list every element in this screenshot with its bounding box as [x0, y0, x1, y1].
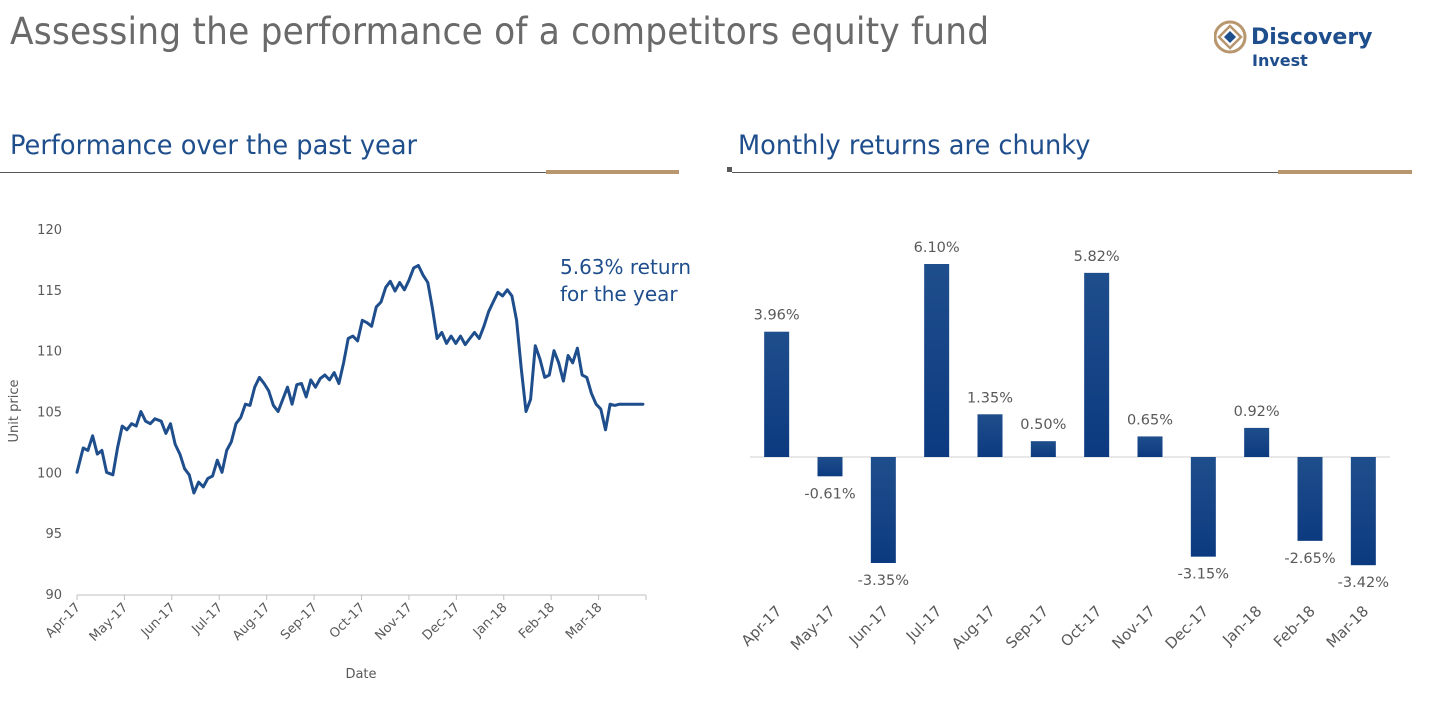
return-bar — [870, 457, 896, 563]
category-label: Nov-17 — [1108, 602, 1158, 652]
diamond-logo-icon — [1214, 20, 1247, 54]
category-label: Jul-17 — [902, 602, 946, 646]
return-annotation: for the year — [560, 282, 678, 306]
bar-data-label: 1.35% — [967, 390, 1013, 406]
bar-data-label: 6.10% — [914, 240, 960, 256]
y-tick-label: 115 — [37, 284, 62, 299]
category-label: Jan-18 — [1218, 602, 1265, 649]
bar-data-label: -0.61% — [804, 486, 855, 502]
right-divider-line — [732, 172, 1278, 173]
return-bar — [1350, 457, 1376, 566]
discovery-invest-logo: Discovery Invest — [1214, 20, 1384, 72]
bar-data-label: -3.15% — [1178, 567, 1229, 583]
bar-data-label: -2.65% — [1284, 551, 1335, 567]
return-bar — [977, 414, 1003, 457]
right-panel-title: Monthly returns are chunky — [738, 130, 1091, 161]
right-accent-bar — [1278, 170, 1412, 174]
return-bar — [1244, 427, 1270, 457]
bar-data-label: 5.82% — [1074, 249, 1120, 265]
category-label: May-17 — [787, 602, 839, 654]
bar-data-label: 0.92% — [1234, 404, 1280, 420]
left-divider-line — [0, 172, 546, 173]
return-bar — [1030, 441, 1056, 457]
category-label: Feb-18 — [1270, 602, 1319, 651]
return-annotation: 5.63% return — [560, 255, 691, 279]
y-tick-label: 90 — [45, 588, 62, 603]
category-label: Dec-17 — [1162, 602, 1213, 653]
x-axis-label: Date — [345, 667, 376, 682]
right-bullet-marker — [727, 167, 732, 172]
page-title: Assessing the performance of a competito… — [10, 10, 990, 53]
return-bar — [817, 457, 843, 477]
logo-subtitle: Invest — [1252, 51, 1308, 70]
return-bar — [1190, 457, 1216, 557]
y-tick-label: 95 — [45, 527, 62, 542]
left-panel-title: Performance over the past year — [10, 130, 418, 161]
y-axis-label: Unit price — [7, 380, 22, 443]
return-bar — [764, 331, 790, 457]
bar-data-label: -3.42% — [1338, 575, 1389, 591]
category-label: Jun-17 — [845, 602, 892, 649]
category-label: Oct-17 — [1057, 602, 1105, 650]
category-label: Mar-18 — [1323, 602, 1372, 651]
return-bar — [1297, 457, 1323, 541]
category-label: Sep-17 — [1002, 602, 1052, 652]
bar-data-label: 0.65% — [1127, 412, 1173, 428]
bar-data-label: -3.35% — [858, 573, 909, 589]
bar-data-label: 0.50% — [1020, 417, 1066, 433]
y-tick-label: 120 — [37, 223, 62, 238]
category-label: Apr-17 — [738, 602, 786, 650]
return-bar — [924, 264, 950, 457]
unit-price-line — [75, 264, 645, 495]
return-bar — [1137, 436, 1163, 457]
left-accent-bar — [546, 170, 679, 174]
logo-name: Discovery — [1251, 25, 1373, 50]
category-label: Aug-17 — [948, 602, 999, 653]
y-tick-label: 105 — [37, 406, 62, 421]
return-bar — [1084, 272, 1110, 457]
bar-data-label: 3.96% — [754, 308, 800, 324]
y-tick-label: 110 — [37, 345, 62, 360]
y-tick-label: 100 — [37, 466, 62, 481]
